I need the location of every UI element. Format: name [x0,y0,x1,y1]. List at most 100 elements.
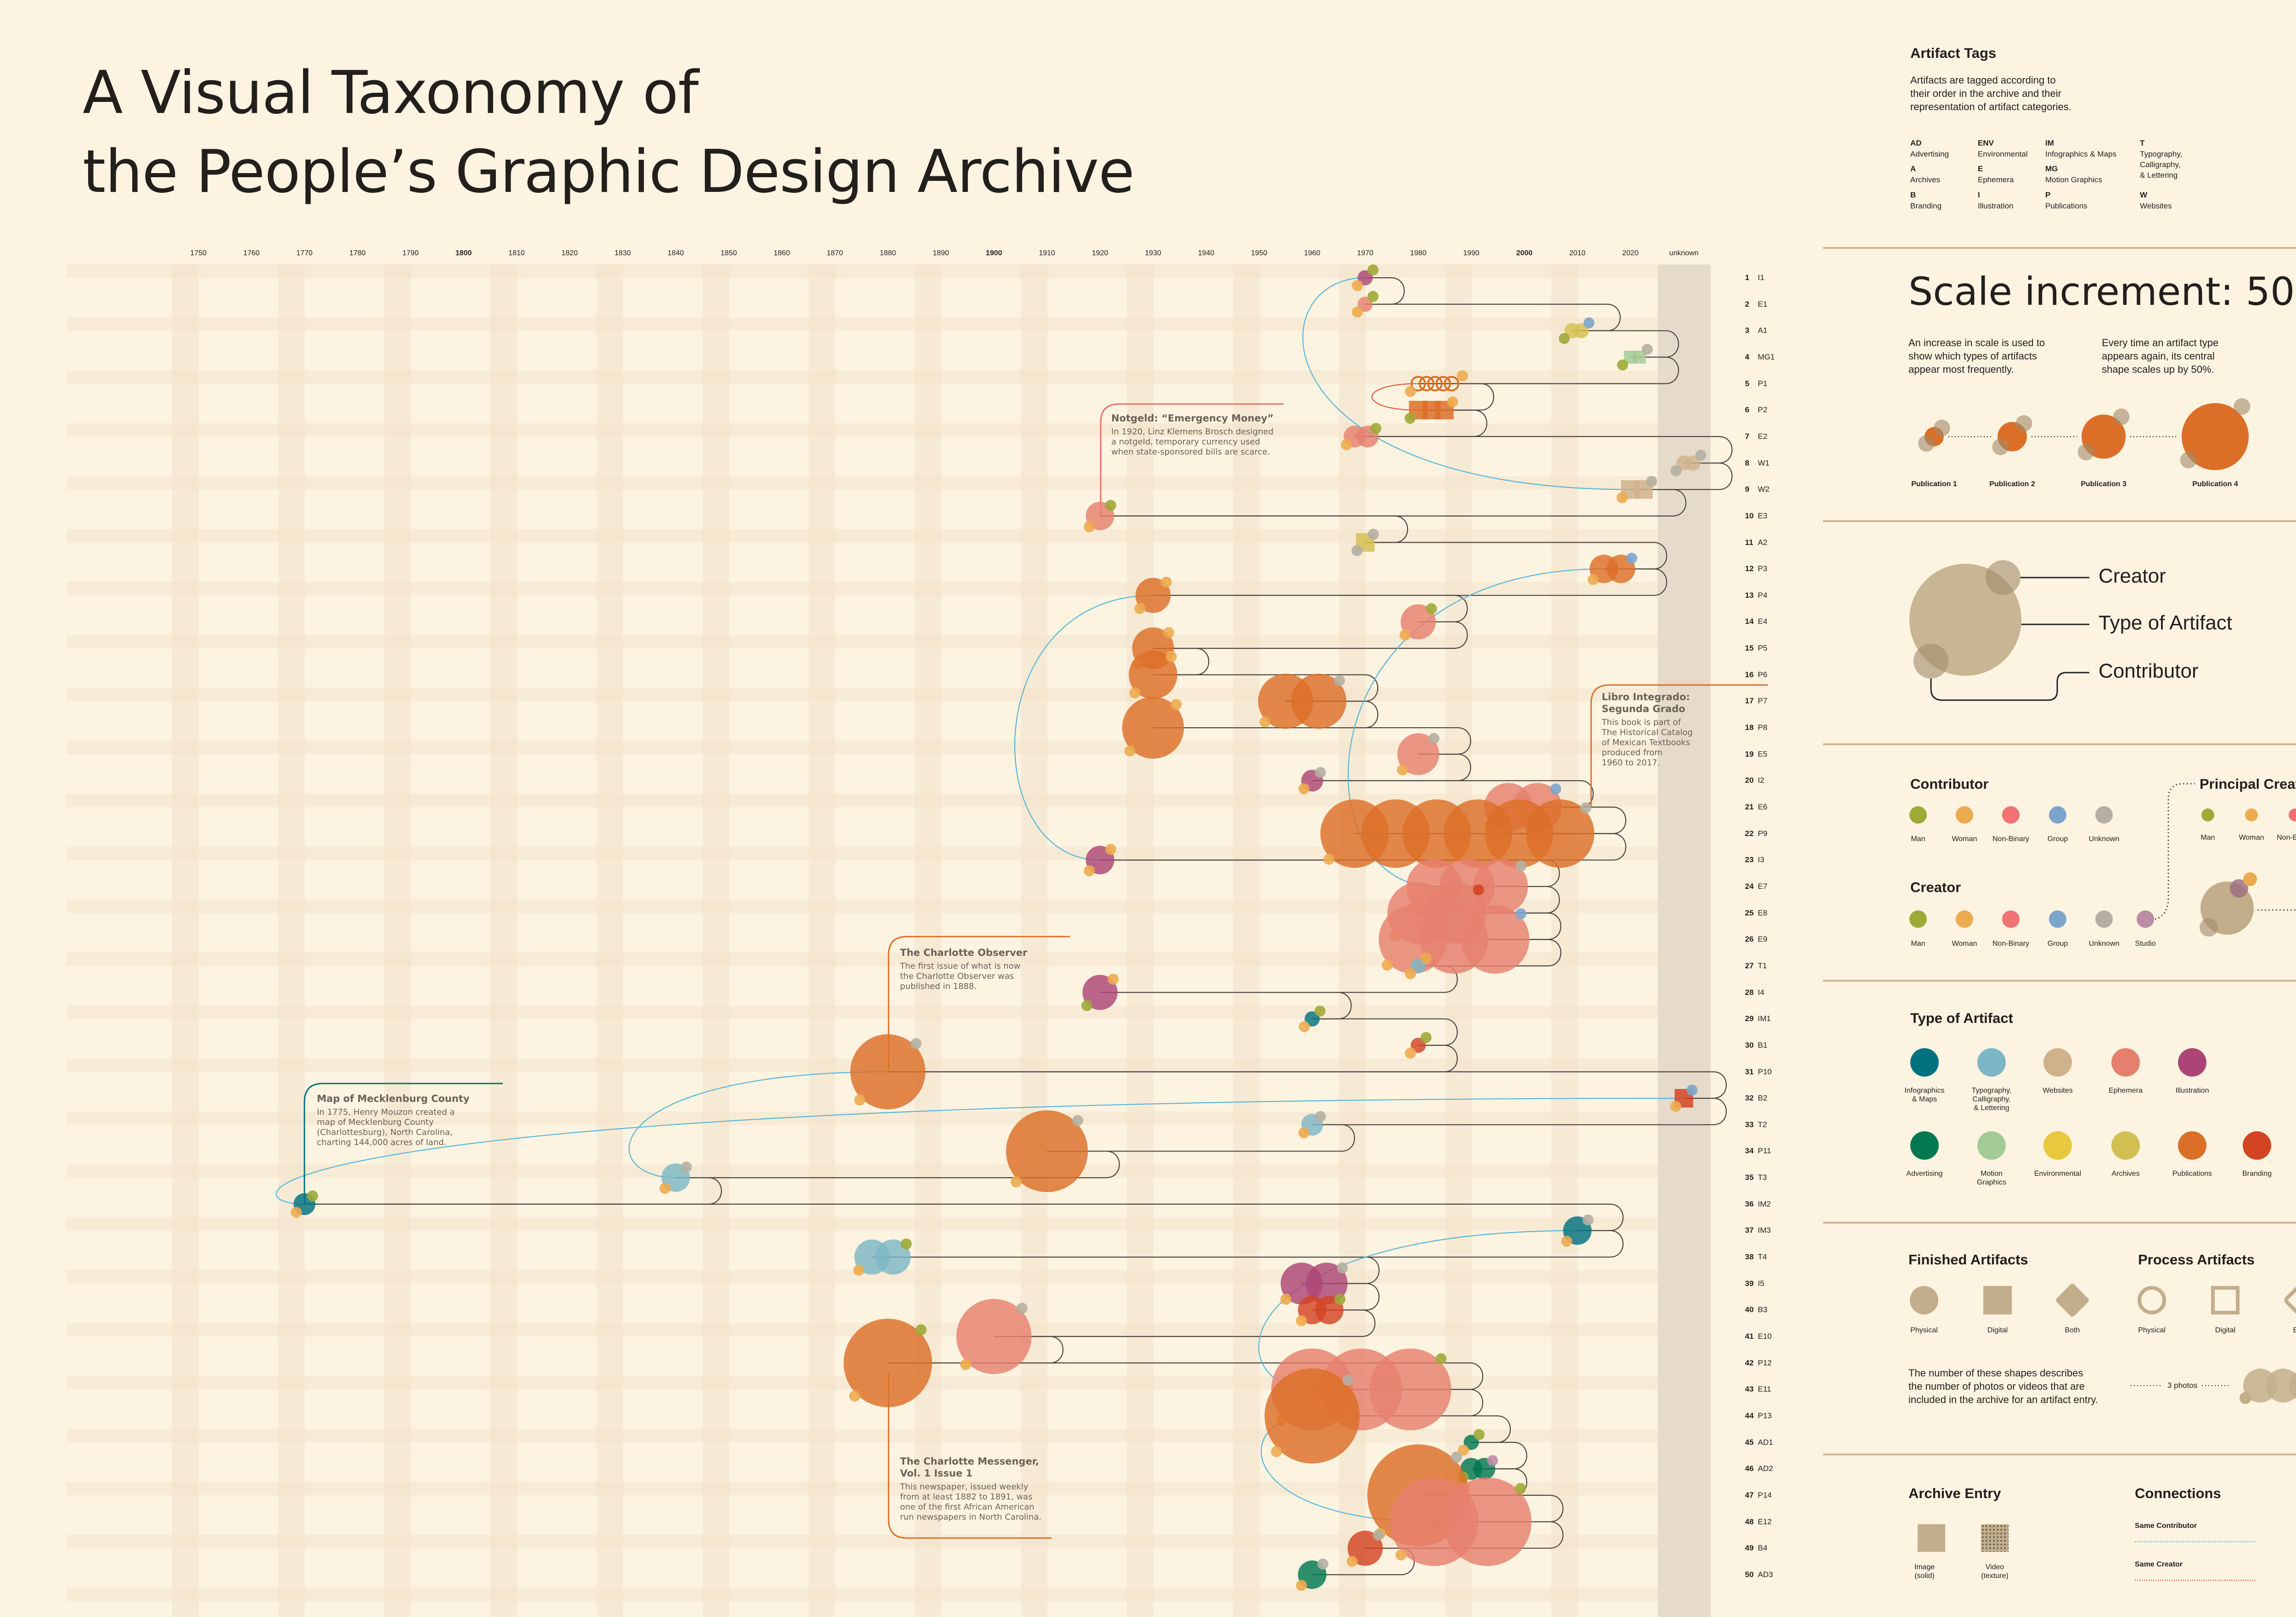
artifact-circle-physical [1473,859,1528,915]
principal-creator-label: Man [2200,834,2215,842]
contributor-dot [1397,764,1408,775]
row-label: 44 P13 [1745,1411,1772,1420]
creator-dot [1447,396,1458,408]
type-label: Publications [2172,1170,2212,1178]
row-tag: E10 [1758,1332,1772,1341]
row-label: 6 P2 [1745,405,1767,415]
creator-dot [1334,675,1345,686]
row-number: 12 [1745,564,1754,573]
year-tick-label: 1990 [1463,249,1480,257]
year-tick-label: 1940 [1198,249,1215,257]
row-tag: I5 [1758,1279,1765,1288]
row-label: 20 I2 [1745,776,1764,785]
tag-label: Infographics & Maps [2045,150,2116,158]
process-both-icon [2284,1284,2296,1317]
contributor-dot [2240,1392,2251,1404]
row-tag: P7 [1758,696,1767,706]
contributor-dot [2180,452,2197,469]
row-number: 15 [1745,644,1754,653]
creator-dot [1105,844,1116,855]
year-tick-label: 1950 [1251,249,1267,257]
year-tick-label: 1880 [879,249,896,257]
contributor-dot [854,1094,866,1106]
artifact-circle-physical [1685,455,1701,471]
entry-connector-line [1153,674,1379,702]
contributor-dot [1084,521,1095,533]
row-label: 4 MG1 [1745,353,1775,362]
grid-column-band [384,264,411,1617]
row-tag: P5 [1758,644,1767,653]
artifact-entry-ad3 [1296,1558,1328,1591]
row-tag: P14 [1758,1490,1772,1499]
scale-example-label: Publication 2 [1989,480,2035,488]
artifact-entry-i5 [1280,1262,1348,1305]
contributor-dot [1351,545,1363,556]
creator-non-binary-dot [2002,910,2020,928]
principal-creator-title: Principal Creator [2200,776,2296,792]
grid-column-band [915,264,941,1617]
grid-column-band [1021,264,1047,1617]
contributor-dot [1129,687,1141,699]
row-tag: E12 [1758,1517,1772,1526]
artifact-entry-mg1 [1617,343,1653,371]
finished-shape-label: Physical [1910,1326,1938,1334]
entry-connector-line [1153,568,1667,596]
row-number: 34 [1745,1146,1754,1156]
year-tick-label: 2000 [1516,249,1533,257]
row-label: 26 E9 [1745,935,1767,944]
tag-code: W [2140,191,2148,199]
type-infographics-swatch [1910,1048,1939,1077]
artifact-circle-physical [1397,733,1440,775]
year-tick-label: 1750 [190,249,207,257]
entry-connector-line [872,1256,1380,1284]
tag-label: Motion Graphics [2045,175,2102,184]
same-contributor-connection [1014,595,1154,861]
contributor-dot [1011,1176,1022,1188]
row-label: 29 IM1 [1745,1014,1771,1023]
year-tick-label: 2020 [1622,249,1639,257]
contributor-dot [1405,1047,1416,1059]
entry-connector-line [1100,489,1687,517]
artifact-entry-e1 [1352,291,1379,318]
row-label: 41 E10 [1745,1332,1772,1341]
row-tag: W2 [1758,485,1770,494]
row-label: 34 P11 [1745,1146,1771,1156]
grid-column-band [490,264,517,1617]
grid-row-band [67,1429,1658,1443]
creator-label: Unknown [2088,940,2120,948]
row-tag: P9 [1758,829,1767,838]
type-label: Infographics & Maps [1904,1087,1945,1103]
artifact-entry-im1 [1299,1005,1326,1033]
artifact-entry-p4 [1134,577,1172,614]
row-number: 36 [1745,1199,1754,1208]
principal-example-woman-dot [2243,872,2257,886]
entry-connector-line [888,1071,1727,1099]
creator-dot [1315,1111,1326,1122]
artifact-entry-a2 [1351,528,1379,556]
artifact-tags-description: Artifacts are tagged according to their o… [1910,74,2071,112]
row-label: 10 E3 [1745,511,1767,521]
row-label: 37 IM3 [1745,1226,1771,1235]
creator-dot [1105,500,1116,511]
row-label: 12 P3 [1745,564,1767,573]
row-number: 42 [1745,1358,1754,1367]
contributor-dot [1134,603,1146,614]
artifact-entry-i2 [1298,767,1326,795]
row-label: 5 P1 [1745,379,1767,388]
row-tag: E5 [1758,749,1767,758]
creator-dot [1317,1558,1328,1570]
row-number: 45 [1745,1437,1754,1447]
creator-dot [1160,577,1172,588]
row-number: 47 [1745,1490,1754,1499]
grid-row-band [67,264,1658,278]
process-physical-icon [2138,1286,2166,1314]
video-label: Video (texture) [1981,1563,2009,1580]
artifact-ring-process [1418,376,1435,392]
row-number: 6 [1745,405,1750,415]
key-leader-line [1930,672,2089,701]
artifact-entry-b2 [1670,1084,1698,1112]
entry-connector-line [888,1362,1484,1390]
annotation-notgeld: Notgeld: “Emergency Money” In 1920, Linz… [1111,412,1274,457]
row-number: 32 [1745,1094,1754,1103]
tag-label: Branding [1910,202,1942,210]
